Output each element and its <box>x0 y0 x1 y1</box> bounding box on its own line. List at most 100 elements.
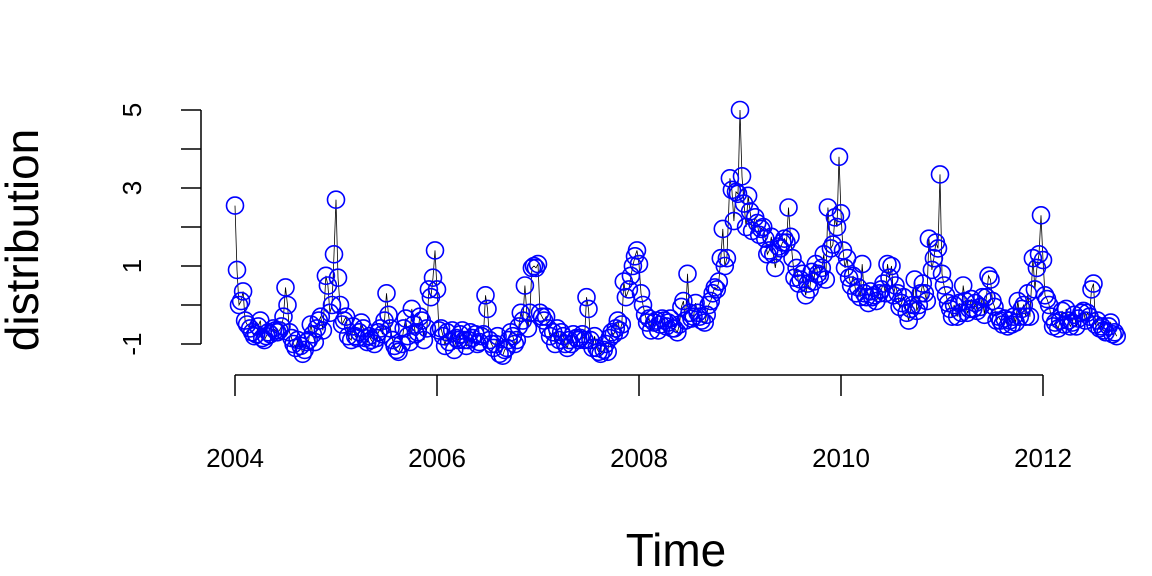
data-point <box>818 198 838 217</box>
data-point <box>522 258 542 278</box>
data-point <box>888 283 907 303</box>
data-point <box>732 167 752 186</box>
data-point <box>608 311 628 330</box>
data-point <box>928 239 948 258</box>
data-point <box>559 330 579 350</box>
data-point <box>1090 319 1109 338</box>
data-point <box>715 256 735 276</box>
data-point <box>932 264 952 284</box>
data-point <box>591 344 610 364</box>
data-point <box>686 293 705 313</box>
data-point <box>1023 248 1043 268</box>
data-point <box>1035 285 1055 305</box>
data-point <box>414 330 434 350</box>
data-point <box>511 303 531 323</box>
y-axis: -1 1 3 5 <box>117 103 202 356</box>
data-point <box>229 295 249 315</box>
data-point <box>606 319 626 338</box>
data-point <box>1016 307 1036 327</box>
data-point <box>831 204 851 223</box>
data-point <box>1065 305 1084 325</box>
data-point <box>571 328 590 348</box>
y-tick-label: 5 <box>117 103 147 117</box>
data-point <box>816 270 836 289</box>
data-point <box>717 248 737 268</box>
y-tick-label: 1 <box>117 259 147 273</box>
data-point <box>1025 280 1045 299</box>
data-point <box>747 213 767 233</box>
data-point <box>379 305 398 325</box>
data-point <box>515 276 535 295</box>
x-axis: 2004 2006 2008 2010 2012 <box>206 374 1072 473</box>
data-point <box>917 291 937 311</box>
data-point <box>629 254 649 274</box>
data-point <box>684 307 703 327</box>
data-point <box>852 254 872 274</box>
data-point <box>490 344 509 364</box>
data-point <box>915 283 935 303</box>
data-point <box>701 291 721 311</box>
data-point <box>266 321 285 340</box>
data-point <box>1029 245 1049 264</box>
data-point <box>616 287 636 307</box>
data-point <box>678 264 697 284</box>
data-point <box>567 328 586 348</box>
data-point <box>231 291 251 311</box>
data-point <box>526 258 546 278</box>
data-point <box>509 317 529 336</box>
x-tick-label: 2012 <box>1014 443 1072 473</box>
data-point <box>810 266 830 286</box>
data-point <box>499 330 519 350</box>
x-tick-label: 2008 <box>610 443 668 473</box>
data-point <box>343 317 363 336</box>
data-point <box>823 235 843 254</box>
data-point <box>427 280 447 299</box>
data-point <box>326 190 346 209</box>
data-point <box>233 282 253 301</box>
data-point <box>930 165 950 184</box>
data-point <box>825 208 845 227</box>
data-point <box>639 309 659 328</box>
data-point <box>882 256 901 276</box>
data-point <box>627 241 647 260</box>
data-point <box>313 321 333 340</box>
data-point <box>431 319 451 338</box>
data-point <box>1084 274 1103 293</box>
data-point <box>722 180 742 200</box>
data-point <box>779 198 798 217</box>
data-point <box>258 322 278 342</box>
data-point <box>1105 322 1124 342</box>
x-tick-label: 2004 <box>206 443 264 473</box>
data-point <box>781 227 800 247</box>
data-point <box>425 241 445 260</box>
data-point <box>478 299 497 319</box>
data-point <box>874 274 893 293</box>
y-axis-title: distribution <box>0 129 48 351</box>
data-point <box>695 313 715 332</box>
data-point <box>227 260 247 280</box>
data-point <box>619 280 639 299</box>
data-point <box>377 283 396 303</box>
data-point <box>981 270 1000 289</box>
data-point <box>532 307 552 327</box>
data-point <box>821 239 841 258</box>
data-point <box>979 266 998 286</box>
data-point <box>890 297 909 317</box>
data-point <box>783 248 802 268</box>
data-point <box>423 268 443 288</box>
data-point <box>1010 307 1030 327</box>
data-point <box>579 299 598 319</box>
data-point <box>417 319 437 338</box>
data-point <box>1076 311 1095 330</box>
data-point <box>495 340 515 360</box>
data-point <box>724 211 744 231</box>
data-point <box>311 307 331 327</box>
data-point <box>1067 317 1086 336</box>
data-point <box>322 295 342 315</box>
data-point <box>812 258 832 278</box>
data-point <box>276 278 295 297</box>
data-point <box>538 319 558 338</box>
data-point <box>389 342 408 362</box>
data-point <box>1020 307 1040 327</box>
